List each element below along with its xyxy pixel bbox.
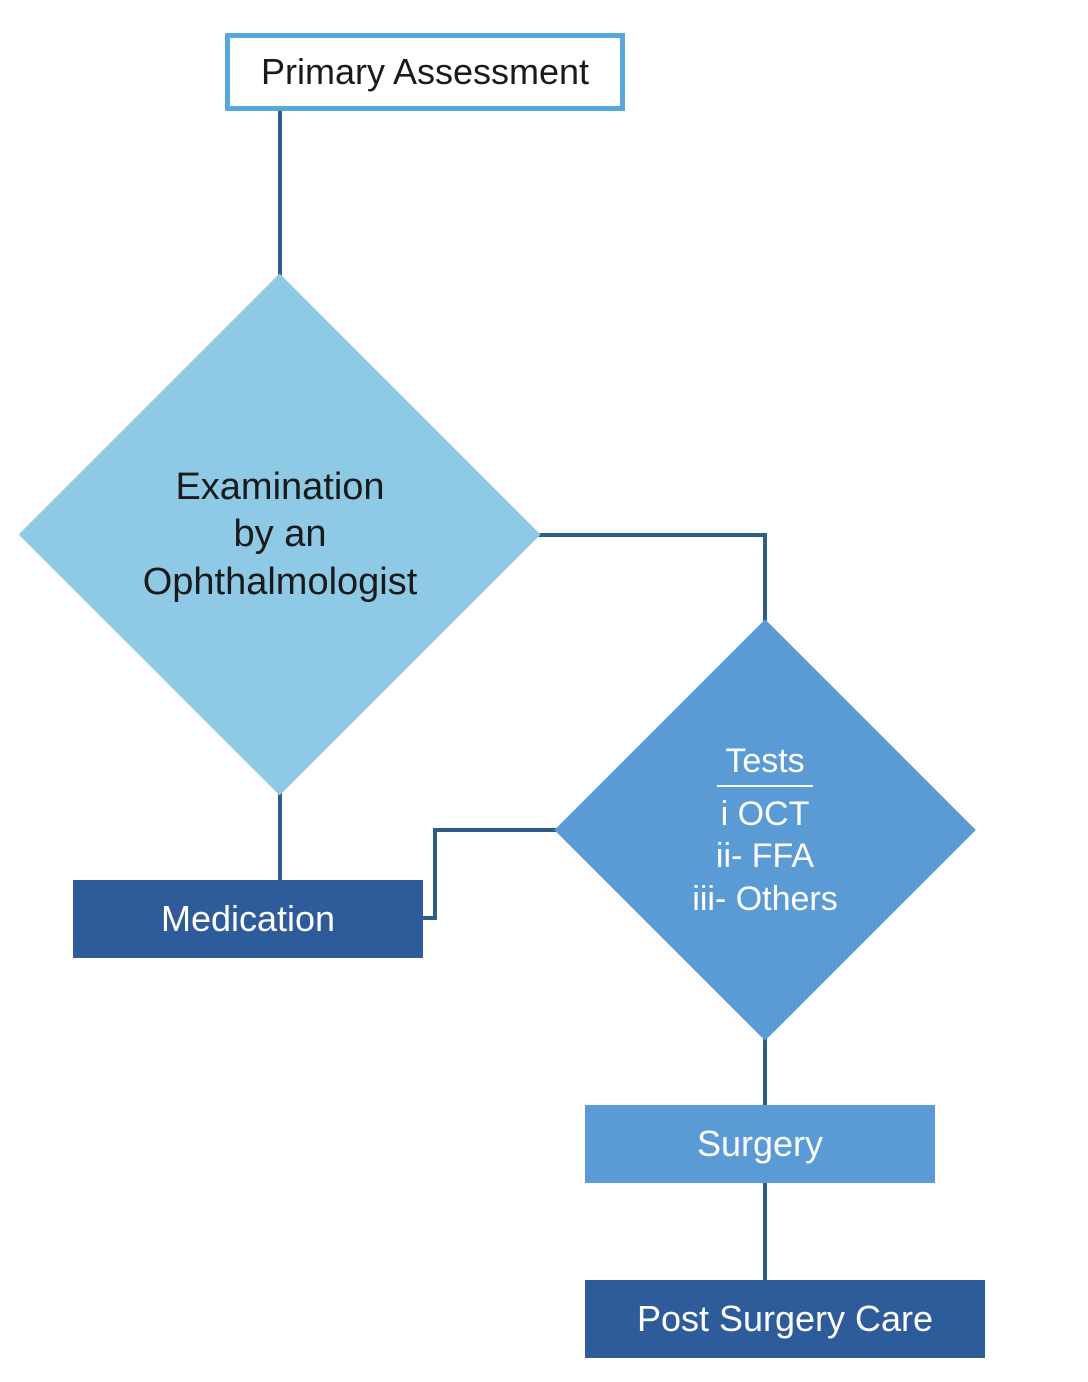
- node-tests: Tests i OCT ii- FFA iii- Others: [555, 620, 975, 1040]
- node-examination-line3: Ophthalmologist: [143, 559, 418, 607]
- flowchart-canvas: Primary Assessment Examination by an Oph…: [0, 0, 1088, 1382]
- node-surgery-label: Surgery: [697, 1123, 823, 1165]
- edge-exam-to-tests: [536, 535, 765, 625]
- node-post-surgery-care-label: Post Surgery Care: [637, 1298, 933, 1340]
- node-examination-label: Examination by an Ophthalmologist: [143, 464, 418, 607]
- node-tests-label: Tests i OCT ii- FFA iii- Others: [692, 740, 837, 920]
- node-medication-label: Medication: [161, 898, 335, 940]
- node-primary-assessment-label: Primary Assessment: [261, 51, 589, 93]
- node-examination-line2: by an: [143, 511, 418, 559]
- node-tests-item-1: i OCT: [692, 793, 837, 836]
- node-examination: Examination by an Ophthalmologist: [20, 275, 540, 795]
- node-tests-item-2: ii- FFA: [692, 835, 837, 878]
- node-medication: Medication: [73, 880, 423, 958]
- node-tests-title: Tests: [717, 740, 812, 787]
- node-post-surgery-care: Post Surgery Care: [585, 1280, 985, 1358]
- node-tests-item-3: iii- Others: [692, 878, 837, 921]
- node-surgery: Surgery: [585, 1105, 935, 1183]
- edge-tests-to-medication: [423, 830, 560, 918]
- node-primary-assessment: Primary Assessment: [225, 33, 625, 111]
- node-examination-line1: Examination: [143, 464, 418, 512]
